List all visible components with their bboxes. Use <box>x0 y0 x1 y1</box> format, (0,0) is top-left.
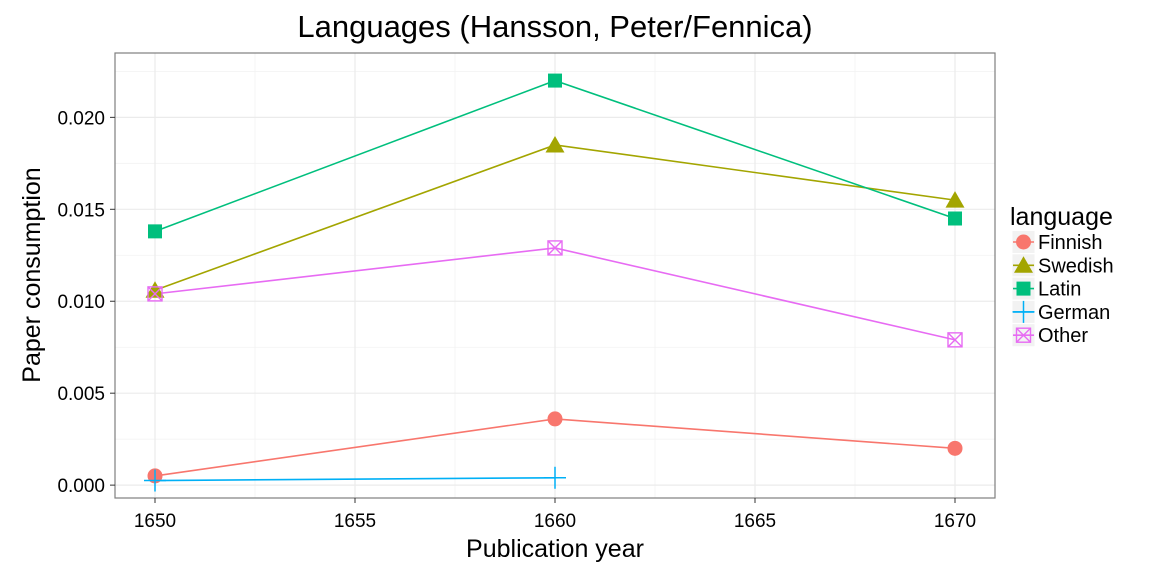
legend-item-german: German <box>1011 299 1110 324</box>
marker-shape <box>547 411 563 427</box>
x-tick-label: 1650 <box>134 511 176 532</box>
y-tick-label: 0.015 <box>57 200 105 221</box>
chart-title: Languages (Hansson, Peter/Fennica) <box>297 9 812 44</box>
legend-key-marker <box>1014 256 1033 273</box>
legend-item-swedish: Swedish <box>1011 253 1114 278</box>
legend-label: Swedish <box>1038 255 1114 277</box>
data-point-latin <box>548 73 562 88</box>
marker-shape <box>1016 234 1031 250</box>
data-point-other <box>947 332 963 348</box>
marker-shape <box>148 224 162 239</box>
y-tick-label: 0.005 <box>57 384 105 405</box>
marker-shape <box>1015 327 1032 343</box>
data-point-german <box>544 466 566 489</box>
data-point-finnish <box>947 440 963 456</box>
y-axis: 0.000 0.005 0.010 0.015 0.020 <box>57 108 115 497</box>
legend-item-finnish: Finnish <box>1011 230 1102 254</box>
marker-shape <box>147 286 163 302</box>
x-tick-label: 1660 <box>534 511 576 532</box>
marker-shape <box>1016 281 1031 296</box>
y-tick-label: 0.020 <box>57 108 105 129</box>
legend-label: Finnish <box>1038 232 1102 254</box>
y-axis-title: Paper consumption <box>18 167 46 382</box>
data-point-swedish <box>145 281 165 298</box>
marker-shape <box>947 440 963 456</box>
data-point-other <box>147 286 163 302</box>
legend-label: Other <box>1038 325 1088 347</box>
legend-key-marker <box>1016 281 1031 296</box>
legend-key-marker <box>1012 300 1035 323</box>
marker-shape <box>147 286 163 302</box>
marker-shape <box>547 240 563 256</box>
marker-shape <box>948 211 962 226</box>
data-point-swedish <box>545 135 565 153</box>
data-point-finnish <box>547 411 563 427</box>
x-axis-title: Publication year <box>466 535 644 563</box>
series-line-german <box>154 476 556 482</box>
legend-key-marker <box>1016 234 1031 250</box>
x-tick-label: 1670 <box>934 511 976 532</box>
y-tick-label: 0.000 <box>57 476 105 497</box>
data-point-german <box>144 469 166 492</box>
x-tick-label: 1655 <box>334 511 376 532</box>
marker-shape <box>947 332 963 348</box>
marker-shape <box>947 332 963 348</box>
legend-item-other: Other <box>1011 323 1088 348</box>
legend-label: German <box>1038 302 1110 324</box>
marker-shape <box>547 240 563 256</box>
marker-shape <box>145 281 165 298</box>
legend-key-marker <box>1015 327 1032 343</box>
marker-shape <box>1016 327 1031 343</box>
marker-shape <box>545 135 565 153</box>
data-point-swedish <box>945 191 965 208</box>
series-markers <box>144 73 965 492</box>
legend-item-latin: Latin <box>1011 276 1081 301</box>
legend-label: Latin <box>1038 279 1081 301</box>
marker-shape <box>945 191 965 208</box>
legend-title: language <box>1010 203 1113 231</box>
x-tick-label: 1665 <box>734 511 776 532</box>
x-axis: 1650 1655 1660 1665 1670 <box>134 498 976 532</box>
data-point-other <box>547 240 563 256</box>
data-point-latin <box>948 211 962 226</box>
y-tick-label: 0.010 <box>57 292 105 313</box>
marker-shape <box>1014 256 1033 273</box>
marker-shape <box>548 73 562 88</box>
data-point-latin <box>148 224 162 239</box>
